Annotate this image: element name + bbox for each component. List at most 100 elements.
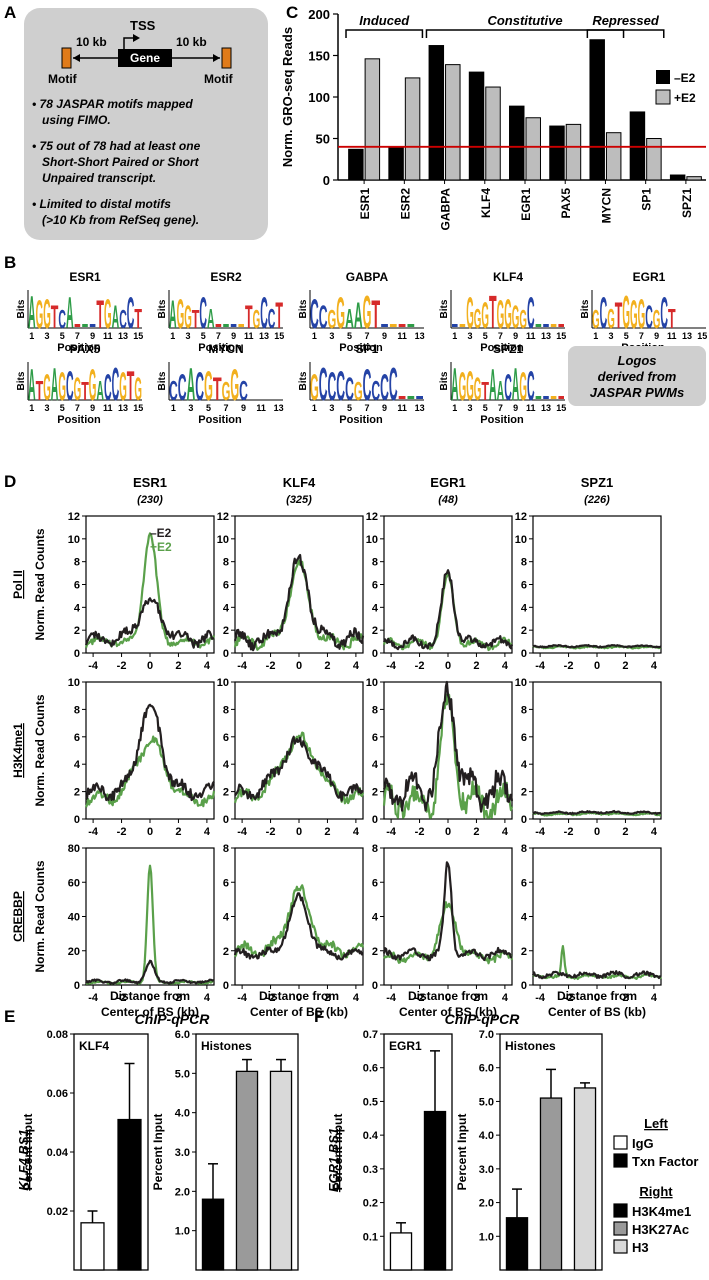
- logo-xlabel: Position: [480, 342, 524, 354]
- ef-ytick-label: 0.1: [363, 1231, 378, 1243]
- logo-tick-label: 5: [60, 403, 65, 413]
- d-ytick-label: 4: [372, 912, 379, 924]
- d-ytick-label: 8: [74, 704, 80, 716]
- logo-tick-label: 5: [347, 403, 352, 413]
- d-xtick-label: -4: [237, 660, 248, 672]
- logo-letter: G: [222, 378, 231, 406]
- logo-tick-label: 7: [498, 403, 503, 413]
- logo-low-letter: [543, 396, 549, 399]
- logo-tick-label: 15: [556, 403, 566, 413]
- d-ylabel-2: Norm. Read Counts: [33, 860, 47, 972]
- logo-letter: C: [178, 366, 187, 408]
- d-ytick-label: 8: [223, 557, 229, 569]
- logo-letter: G: [89, 360, 97, 410]
- logo-tick-label: 7: [75, 403, 80, 413]
- d-xlabel-2-0: Center of BS (kb): [101, 1005, 199, 1019]
- logo-low-letter: [558, 324, 564, 327]
- c-bar-plus-KLF4: [485, 86, 501, 181]
- logo-low-letter: [223, 324, 229, 327]
- logo-tick-label: 5: [483, 403, 488, 413]
- logo-tick-label: 5: [624, 331, 629, 341]
- logo-tick-label: 13: [415, 331, 425, 341]
- logo-letter: T: [36, 375, 44, 406]
- d-ytick-label: 4: [372, 602, 379, 614]
- logo-letter: C: [527, 363, 535, 410]
- d-xlabel-1-2: Distance from: [408, 989, 488, 1003]
- logo-tick-label: 11: [667, 331, 677, 341]
- d-xtick-label: 4: [502, 660, 509, 672]
- logo-tick-label: 5: [60, 331, 65, 341]
- d-xtick-label: 2: [622, 826, 628, 838]
- d-ytick-label: 0: [74, 648, 80, 660]
- ef-ylabel-E-left: Percent Input: [21, 1114, 35, 1191]
- logo-letter: C: [527, 288, 535, 338]
- logo-letter: A: [187, 360, 196, 411]
- logo-letter: C: [195, 366, 204, 410]
- d-legend-minus: –E2: [150, 526, 172, 540]
- logo-letter: G: [607, 303, 615, 334]
- logo-ylabel: Bits: [439, 371, 450, 390]
- d-xtick-label: 2: [622, 992, 628, 1004]
- c-bar-minus-ESR2: [388, 147, 404, 181]
- logo-xlabel: Position: [57, 342, 101, 354]
- c-bar-plus-PAX5: [565, 123, 582, 181]
- d-xlabel-1-0: Distance from: [110, 989, 190, 1003]
- d-plot-frame: [383, 515, 513, 654]
- d-xtick-label: 2: [324, 992, 330, 1004]
- c-xtick-label: PAX5: [559, 188, 573, 219]
- logo-low-letter: [550, 396, 557, 399]
- logo-letter: G: [592, 306, 600, 334]
- d-xtick-label: 4: [502, 826, 509, 838]
- d-ytick-label: 8: [223, 704, 229, 716]
- ef-ytick-label: 5.0: [175, 1068, 190, 1080]
- logo-ylabel: Bits: [298, 299, 309, 318]
- logo-letter: G: [230, 360, 239, 410]
- d-xtick-label: 4: [353, 992, 360, 1004]
- logo-letter: G: [177, 291, 185, 338]
- ef-ytick-label: 7.0: [479, 1029, 494, 1041]
- d-series-plus-2-0: [86, 864, 215, 985]
- panel-f-rowlabel: EGR1 BS1: [326, 1128, 341, 1192]
- logo-letter: C: [239, 375, 248, 406]
- panel-a-label: A: [4, 3, 16, 22]
- logo-tick-label: 3: [467, 403, 472, 413]
- logo-letter: G: [630, 294, 638, 338]
- logo-letter: C: [345, 372, 354, 408]
- legend-right-swatch-0: [613, 1203, 628, 1218]
- d-ytick-label: 12: [366, 511, 378, 523]
- ef-ytick-label: 0.7: [363, 1029, 378, 1041]
- d-ytick-label: 6: [372, 877, 378, 889]
- legend-left-item-1: Txn Factor: [632, 1154, 698, 1169]
- d-xtick-label: -2: [415, 826, 425, 838]
- panel-f-label: F: [314, 1007, 324, 1026]
- logo-title-MYCN: MYCN: [208, 342, 243, 356]
- bullet-1-line-0: • 75 out of 78 had at least one: [32, 139, 201, 153]
- logo-low-letter: [238, 324, 244, 327]
- d-xtick-label: 0: [296, 660, 302, 672]
- logo-low-letter: [535, 396, 542, 399]
- logo-tick-label: 9: [513, 403, 518, 413]
- logo-letter: A: [497, 375, 505, 406]
- ef-ytick-label: 0.08: [47, 1029, 68, 1041]
- legend-left-item-0: IgG: [632, 1136, 654, 1151]
- d-col-count-SPZ1: (226): [584, 494, 610, 506]
- panel-f-title: ChIP-qPCR: [445, 1011, 521, 1027]
- logo-tick-label: 5: [483, 331, 488, 341]
- d-ytick-label: 4: [223, 602, 230, 614]
- logo-letter: C: [310, 291, 319, 338]
- logo-tick-label: 1: [29, 331, 34, 341]
- c-group-bracket-2: [586, 29, 665, 38]
- logo-tick-label: 1: [312, 331, 317, 341]
- ef-bar-F-right-2: [573, 1087, 597, 1271]
- c-ytick-label: 0: [323, 173, 330, 188]
- d-xtick-label: 0: [445, 660, 451, 672]
- c-group-label-0: Induced: [359, 13, 410, 28]
- logo-letter: G: [328, 306, 337, 334]
- ef-ytick-label: 0.3: [363, 1164, 378, 1176]
- logo-tick-label: 13: [118, 331, 128, 341]
- panel-a-box: [24, 8, 268, 240]
- d-ytick-label: 6: [74, 732, 80, 744]
- bullet-0-line-0: • 78 JASPAR motifs mapped: [32, 97, 193, 111]
